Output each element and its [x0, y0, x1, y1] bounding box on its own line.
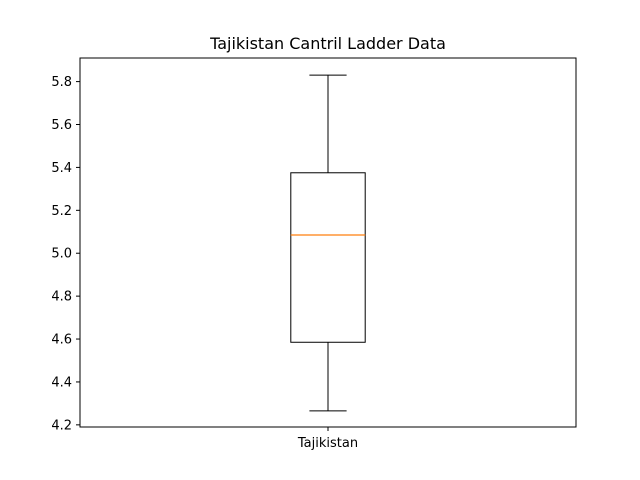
- y-tick-label: 5.6: [51, 118, 72, 133]
- y-tick-label: 5.0: [51, 247, 72, 262]
- box-series: [290, 74, 366, 412]
- y-tick-label: 5.8: [51, 75, 72, 90]
- y-tick-label: 4.4: [51, 375, 72, 390]
- x-axis: Tajikistan: [297, 427, 358, 451]
- x-tick-label: Tajikistan: [297, 436, 358, 451]
- y-tick-label: 4.8: [51, 290, 72, 305]
- y-tick-label: 4.2: [51, 418, 72, 433]
- y-axis: 4.2 4.4 4.6 4.8 5.0 5.2 5.4 5.6 5.8: [51, 75, 80, 433]
- y-tick-label: 5.2: [51, 204, 72, 219]
- interquartile-box: [290, 172, 366, 343]
- chart-title: Tajikistan Cantril Ladder Data: [209, 34, 446, 53]
- y-tick-label: 5.4: [51, 161, 72, 176]
- y-tick-label: 4.6: [51, 333, 72, 348]
